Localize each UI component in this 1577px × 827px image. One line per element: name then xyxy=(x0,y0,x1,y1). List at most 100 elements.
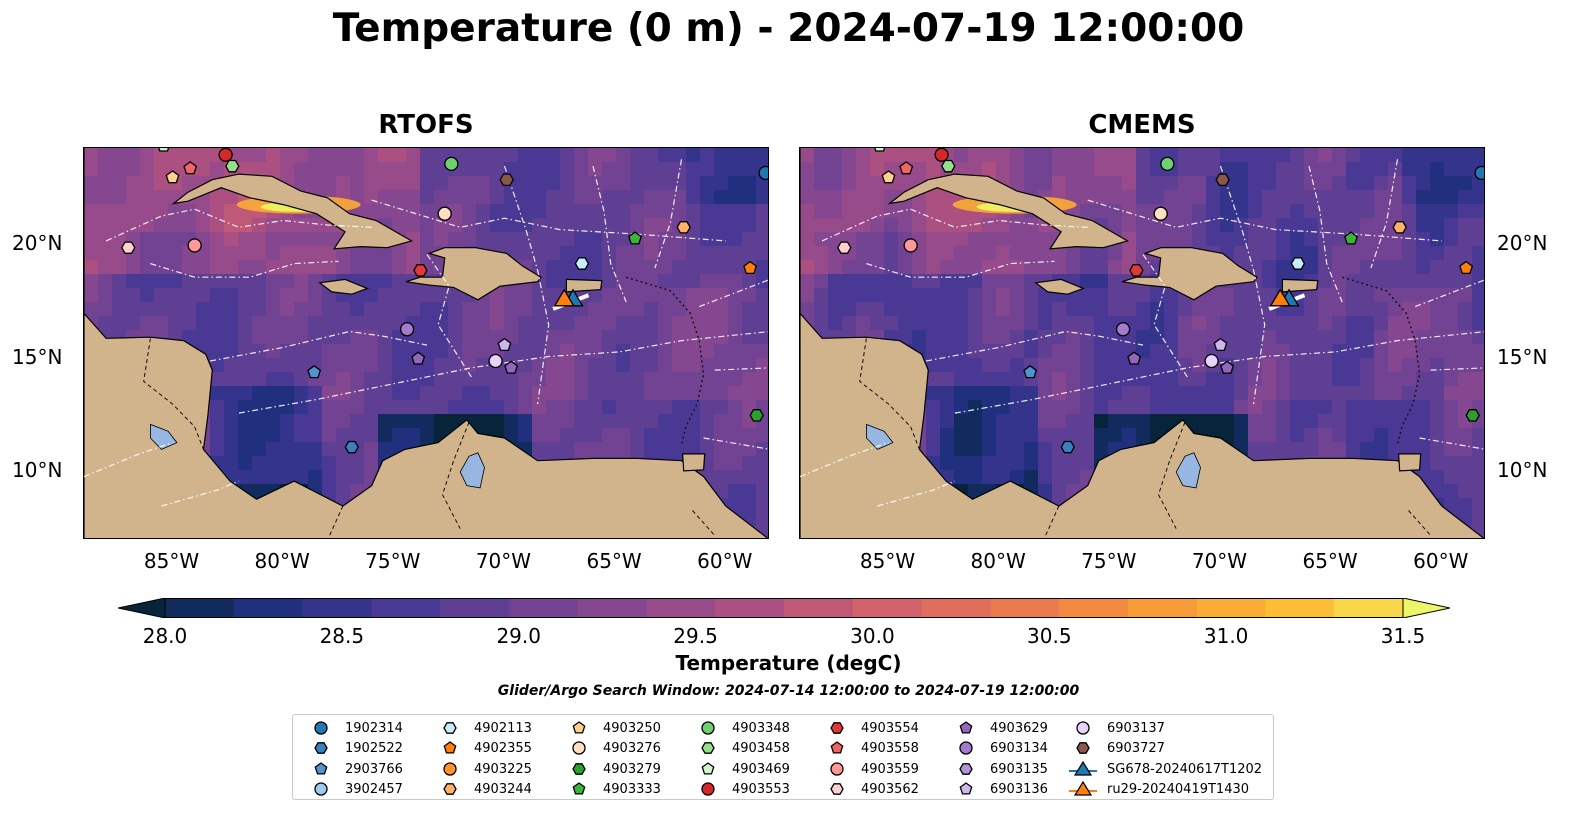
legend-item: 4903553 xyxy=(692,779,790,799)
argo-float-1902522 xyxy=(1060,440,1076,454)
lat-tick-label: 20°N xyxy=(1497,231,1548,256)
panel-title-rtofs: RTOFS xyxy=(378,110,474,140)
argo-float-4903629 xyxy=(1127,351,1142,365)
legend-item-label: 4903250 xyxy=(603,720,661,736)
legend-item: 1902522 xyxy=(305,738,403,758)
hexagon-marker-icon xyxy=(830,783,844,795)
legend-item: 4902113 xyxy=(434,718,532,738)
lon-tick-label: 65°W xyxy=(586,549,642,573)
circle-marker-icon xyxy=(572,741,586,755)
hexagon-marker-icon xyxy=(314,742,328,754)
argo-float-2903766 xyxy=(1023,364,1038,379)
legend-item: 4903279 xyxy=(563,759,661,779)
colorbar-segment xyxy=(302,598,372,618)
legend-item-label: 4903554 xyxy=(861,720,919,736)
argo-float-4903458 xyxy=(225,159,240,173)
colorbar-segment xyxy=(577,598,647,618)
argo-float-4903244 xyxy=(1392,221,1407,234)
circle-marker-icon xyxy=(1076,721,1090,735)
lat-tick-label: 15°N xyxy=(1497,344,1548,369)
legend-item: 6903136 xyxy=(950,779,1048,799)
legend-item-label: 4903559 xyxy=(861,761,919,777)
lat-tick-label: 10°N xyxy=(12,458,63,483)
legend-item: 6903134 xyxy=(950,738,1048,758)
lake-nicaragua xyxy=(866,423,894,450)
colorbar-tick-label: 31.0 xyxy=(1203,624,1249,648)
hexagon-marker-icon xyxy=(572,763,586,775)
legend-item-label: 4903458 xyxy=(732,740,790,756)
argo-float-4903276 xyxy=(1153,206,1168,221)
pentagon-marker-icon xyxy=(701,762,715,775)
colorbar-segment xyxy=(990,598,1060,618)
lat-tick-label: 20°N xyxy=(12,231,63,256)
pentagon-marker-icon xyxy=(314,762,328,775)
legend-item-label: 4903333 xyxy=(603,781,661,797)
pentagon-marker-icon xyxy=(959,721,973,734)
colorbar-tick-label: 29.0 xyxy=(496,624,541,648)
circle-marker-icon xyxy=(830,762,844,776)
argo-float-4903559 xyxy=(187,238,202,253)
argo-float-4903558 xyxy=(899,161,914,175)
colorbar-segment xyxy=(1334,598,1404,618)
legend-item: 2903766 xyxy=(305,759,403,779)
legend-item: 4903458 xyxy=(692,738,790,758)
glider-ru29-20240419T1430 xyxy=(553,288,575,307)
colorbar-segment xyxy=(233,598,304,618)
legend-item: 4902355 xyxy=(434,738,532,758)
legend-item: 4903244 xyxy=(434,779,532,799)
argo-float-4903276 xyxy=(437,206,452,221)
hexagon-shape xyxy=(572,763,586,775)
lat-tick-label: 15°N xyxy=(12,344,63,369)
legend-item: 4903558 xyxy=(821,738,919,758)
colorbar-segment xyxy=(852,598,923,618)
lon-tick-label: 70°W xyxy=(475,549,532,573)
argo-float-4903469 xyxy=(158,148,170,152)
argo-float-4903629 xyxy=(1220,360,1235,374)
argo-float-4902355 xyxy=(1459,260,1474,275)
argo-float-4903629 xyxy=(504,360,519,374)
hexagon-shape xyxy=(830,722,844,734)
lat-tick-label: 10°N xyxy=(1497,458,1548,483)
legend-item: 6903137 xyxy=(1067,718,1165,738)
lon-tick-label: 60°W xyxy=(1413,549,1469,573)
legend-item: 4903554 xyxy=(821,718,919,738)
colorbar-segment xyxy=(921,598,991,618)
trinidad-land xyxy=(1397,453,1422,472)
circle-shape xyxy=(1076,721,1090,735)
argo-float-4903458 xyxy=(941,159,956,173)
hispaniola-land xyxy=(1121,247,1258,301)
circle-marker-icon xyxy=(959,741,973,755)
hexagon-shape xyxy=(1076,742,1090,754)
argo-float-4903562 xyxy=(837,241,852,254)
pentagon-marker-icon xyxy=(572,721,586,734)
argo-float-6903134 xyxy=(1115,322,1131,337)
colorbar-segment xyxy=(646,598,716,618)
cuba-land xyxy=(887,173,1130,250)
colorbar xyxy=(118,598,1450,618)
argo-float-4903279 xyxy=(1465,409,1480,422)
colorbar-tick-label: 28.0 xyxy=(142,624,188,648)
pentagon-shape xyxy=(314,762,328,775)
legend-item: 4903250 xyxy=(563,718,661,738)
legend-item-label: 4902355 xyxy=(474,740,532,756)
legend-item-label: 4903279 xyxy=(603,761,661,777)
colorbar-tick-label: 31.5 xyxy=(1380,624,1426,648)
hexagon-shape xyxy=(443,783,457,795)
legend-item: SG678-20240617T1202 xyxy=(1067,759,1262,779)
pentagon-shape xyxy=(443,741,457,754)
lon-tick-label: 65°W xyxy=(1302,549,1358,573)
legend-item: 6903727 xyxy=(1067,738,1165,758)
circle-marker-icon xyxy=(314,721,328,735)
map-canvas xyxy=(800,148,1484,538)
pentagon-shape xyxy=(830,741,844,754)
legend-item-label: 2903766 xyxy=(345,761,403,777)
pentagon-shape xyxy=(572,721,586,734)
colorbar-segment xyxy=(1196,598,1266,618)
hexagon-marker-icon xyxy=(959,763,973,775)
colorbar-segment xyxy=(715,598,785,618)
argo-float-4902113 xyxy=(574,257,590,270)
colorbar-tick-label: 30.5 xyxy=(1027,624,1072,648)
map-canvas xyxy=(84,148,768,538)
legend-item-label: 6903136 xyxy=(990,781,1048,797)
map-panel-cmems xyxy=(799,147,1485,539)
